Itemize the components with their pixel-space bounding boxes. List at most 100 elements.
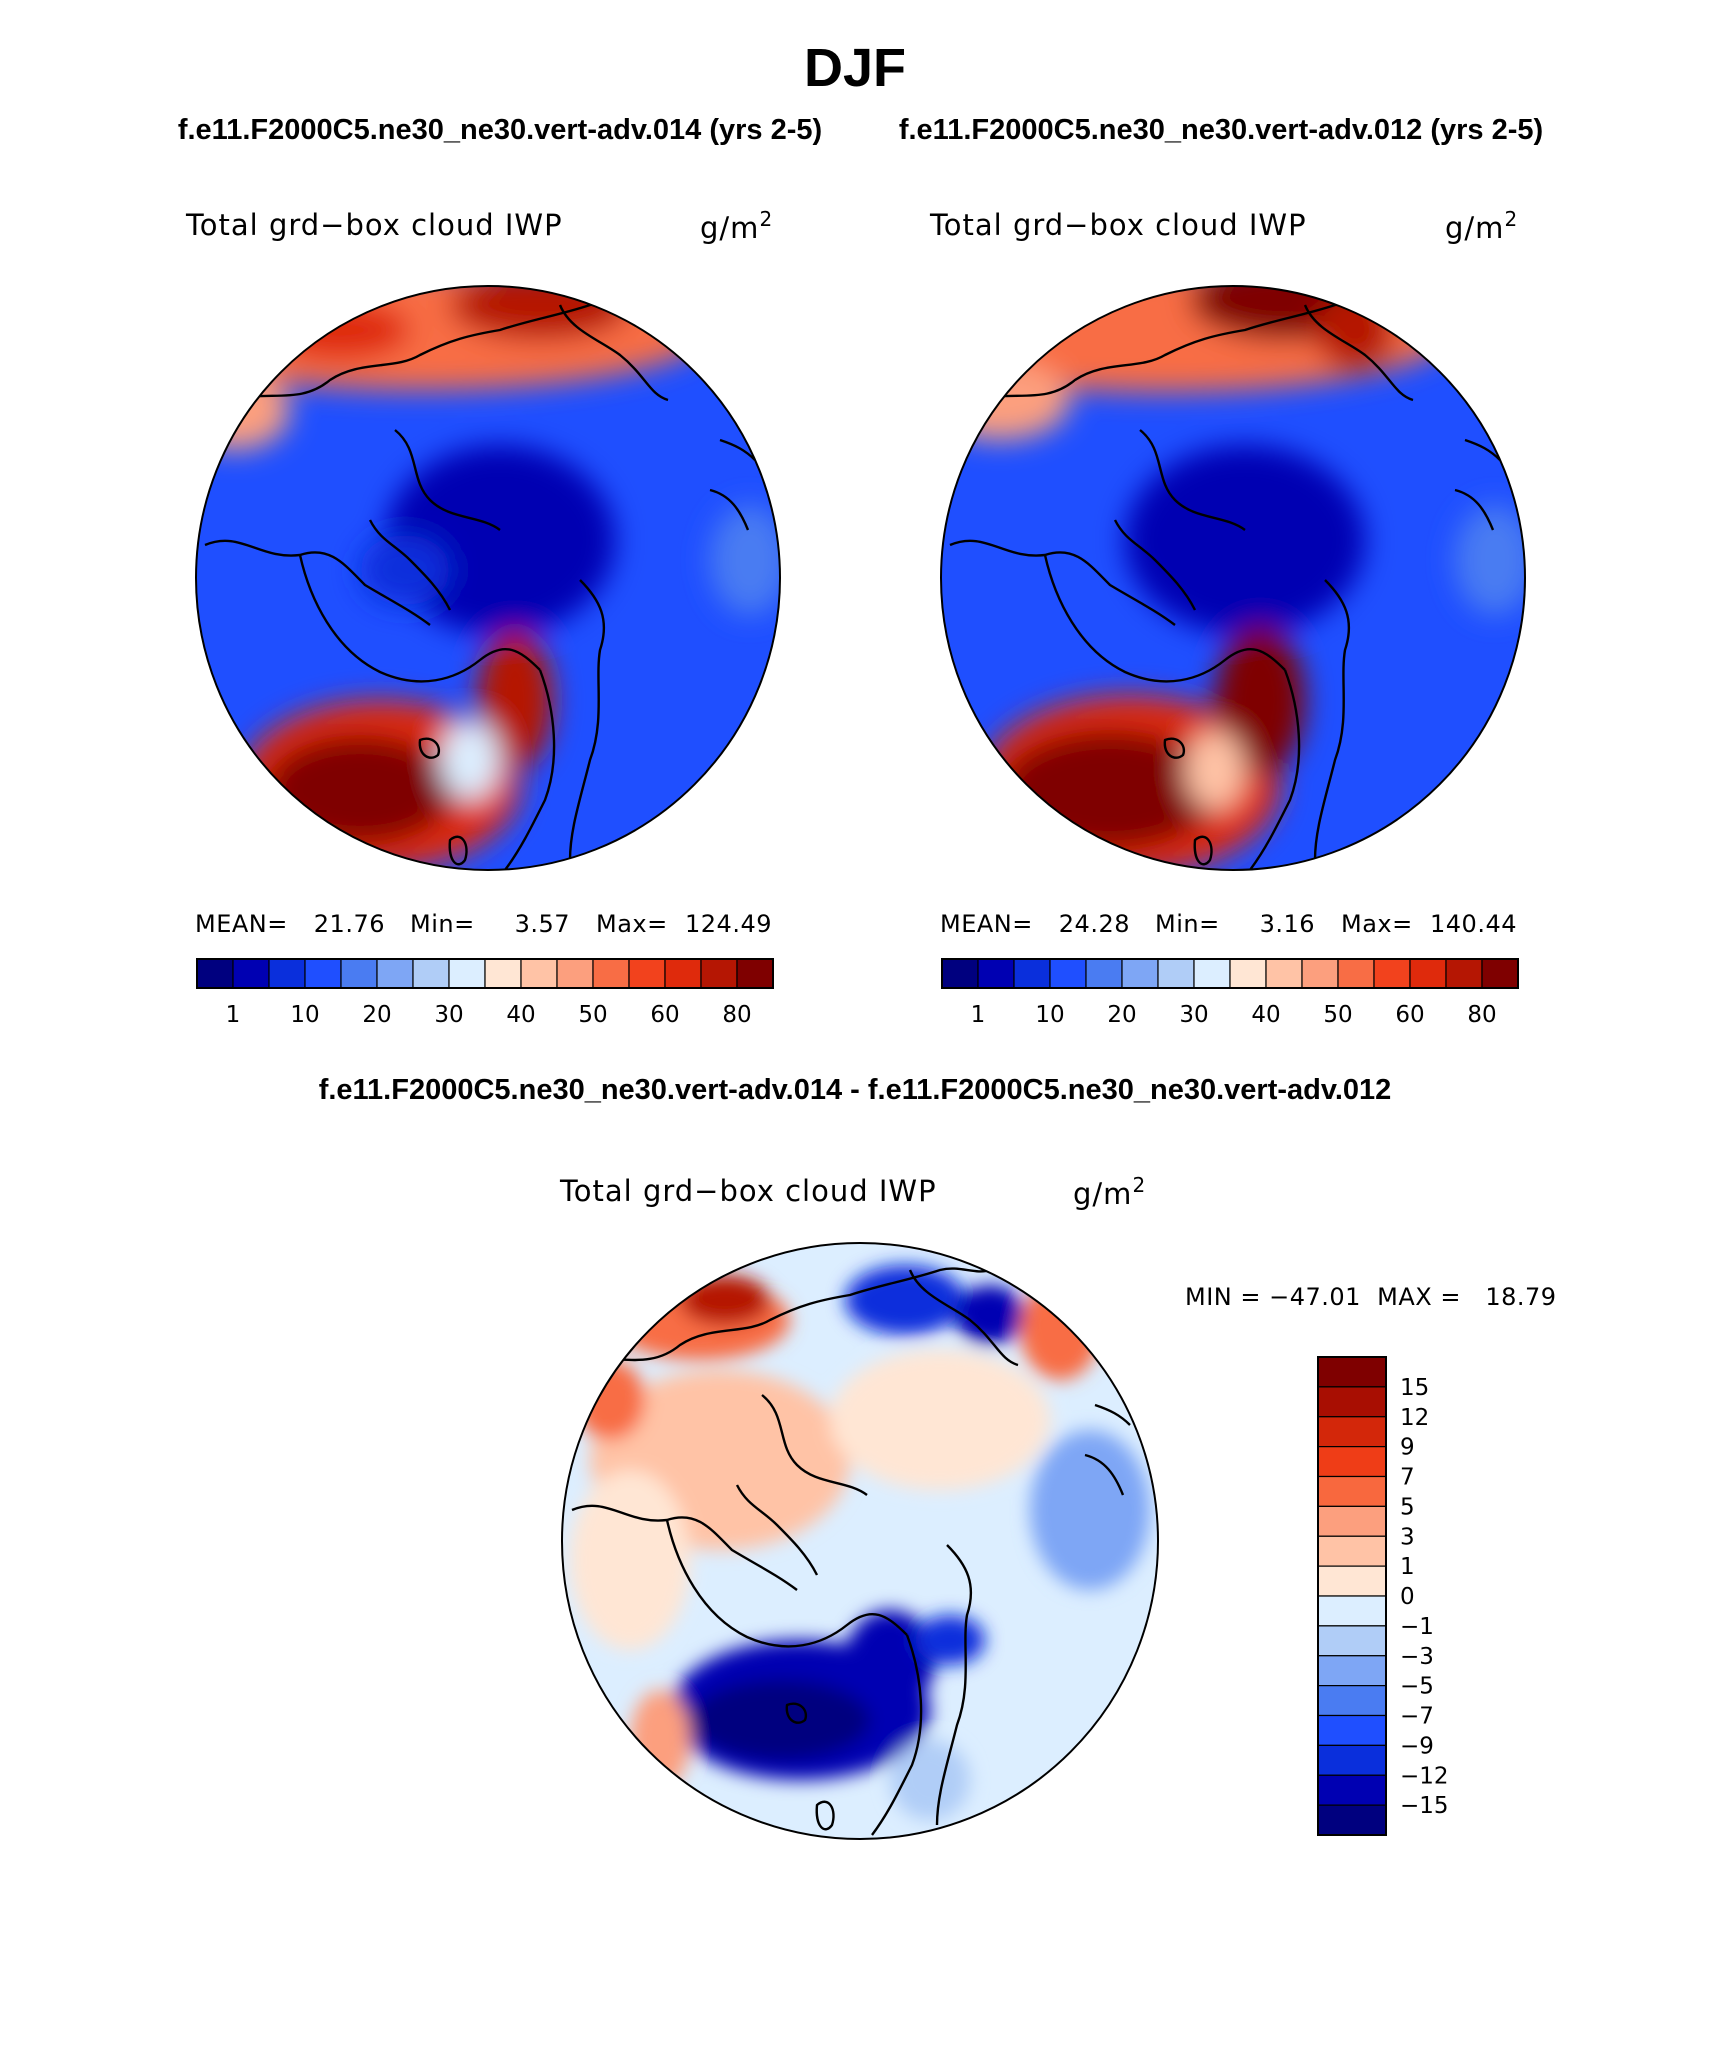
- left-mean-value: 21.76: [314, 910, 385, 938]
- diff-polar-map: [562, 1243, 1158, 1839]
- diff-canada-warm: [830, 1350, 1050, 1490]
- right-colorbar-box: [1049, 958, 1087, 989]
- diff-colorbar-box: [1317, 1595, 1387, 1627]
- right-panel: Total grd−box cloud IWP g/m2: [929, 207, 1526, 1028]
- left-transition: [440, 720, 500, 800]
- diff-map-boundary: [561, 1242, 1159, 1840]
- right-colorbar-frame: [941, 958, 1519, 989]
- diff-east-warm: [1020, 1280, 1100, 1380]
- right-stats-line: MEAN= 24.28 Min= 3.16 Max= 140.44: [940, 910, 1517, 938]
- right-colorbar-tick-label: 10: [1035, 1002, 1064, 1028]
- right-west-pacific: [941, 360, 1070, 440]
- diff-colorbar-tick-label: 7: [1400, 1465, 1415, 1491]
- diff-colorbar-tick-label: −1: [1400, 1614, 1434, 1640]
- right-colorbar-box: [1193, 958, 1231, 989]
- difference-title: f.e11.F2000C5.ne30_ne30.vert-adv.014 - f…: [319, 1074, 1392, 1106]
- left-colorbar-box: [520, 958, 558, 989]
- diff-colorbar-box: [1317, 1655, 1387, 1687]
- diff-colorbar-box: [1317, 1714, 1387, 1746]
- diff-bering-cold: [845, 1265, 965, 1335]
- left-colorbar-box: [304, 958, 342, 989]
- right-colorbar-tick-label: 30: [1179, 1002, 1208, 1028]
- diff-europe-neutral: [890, 1740, 970, 1820]
- top-right-case-title: f.e11.F2000C5.ne30_ne30.vert-adv.012 (yr…: [899, 114, 1543, 146]
- diff-colorbar-box: [1317, 1535, 1387, 1567]
- left-pacific-band: [196, 286, 710, 390]
- right-colorbar-box: [1229, 958, 1267, 989]
- right-variable-label: Total grd−box cloud IWP: [929, 208, 1307, 242]
- diff-siberia-neutral: [570, 1470, 690, 1650]
- left-colorbar-box: [484, 958, 522, 989]
- right-colorbar-box: [1445, 958, 1483, 989]
- diff-colorbar-tick-label: 0: [1400, 1584, 1415, 1610]
- right-mean-value: 24.28: [1059, 910, 1130, 938]
- diff-colorbar-tick-label: −12: [1400, 1763, 1449, 1789]
- diff-units-label: g/m2: [1073, 1173, 1146, 1211]
- right-colorbar-box: [1157, 958, 1195, 989]
- left-west-pacific: [196, 370, 290, 450]
- left-colorbar-tick-label: 50: [578, 1002, 607, 1028]
- diff-colorbar-box: [1317, 1505, 1387, 1537]
- diff-colorbar-tick-label: 3: [1400, 1524, 1415, 1550]
- left-stats-line: MEAN= 21.76 Min= 3.57 Max= 124.49: [195, 910, 772, 938]
- diff-colorbar-box: [1317, 1744, 1387, 1776]
- diff-panel: Total grd−box cloud IWP g/m2: [559, 1173, 1557, 1840]
- left-colorbar-tick-label: 80: [722, 1002, 751, 1028]
- left-mean-label: MEAN=: [195, 910, 288, 938]
- left-colorbar-box: [628, 958, 666, 989]
- right-units-label: g/m2: [1445, 207, 1518, 245]
- right-map-boundary: [940, 285, 1526, 871]
- diff-alaska-cold: [955, 1285, 1025, 1345]
- right-colorbar-box: [977, 958, 1015, 989]
- right-colorbar-box: [1409, 958, 1447, 989]
- right-norwegian-sea: [1215, 625, 1305, 775]
- right-colorbar-box: [941, 958, 979, 989]
- diff-colorbar-tick-label: 1: [1400, 1554, 1415, 1580]
- diff-colorbar-tick-label: −7: [1400, 1704, 1434, 1730]
- right-colorbar-tick-label: 50: [1323, 1002, 1352, 1028]
- right-mean-label: MEAN=: [940, 910, 1033, 938]
- diff-colorbar-box: [1317, 1565, 1387, 1597]
- diff-colorbar-box: [1317, 1625, 1387, 1657]
- figure-title: DJF: [804, 38, 906, 98]
- diff-colorbar-tick-label: 12: [1400, 1405, 1429, 1431]
- right-colorbar-box: [1265, 958, 1303, 989]
- right-min-label: Min=: [1155, 910, 1220, 938]
- right-siberia-light: [1455, 505, 1525, 615]
- diff-colorbar: 15 12 9 7 5 3 1 0 −1 −3 −5 −7 −9 −12 −15: [1317, 1356, 1449, 1836]
- diff-variable-label: Total grd−box cloud IWP: [559, 1174, 937, 1208]
- left-colorbar-tick-label: 20: [362, 1002, 391, 1028]
- diff-west-pacific-warm: [575, 1360, 645, 1440]
- left-colorbar-tick-label: 30: [434, 1002, 463, 1028]
- left-pacific-core: [450, 286, 630, 340]
- left-colorbar-box: [340, 958, 378, 989]
- left-max-label: Max=: [596, 910, 668, 938]
- diff-colorbar-box: [1317, 1416, 1387, 1448]
- left-units-label: g/m2: [700, 207, 773, 245]
- diff-norway-cold: [845, 1610, 935, 1710]
- right-colorbar-tick-label: 20: [1107, 1002, 1136, 1028]
- right-colorbar-box: [1085, 958, 1123, 989]
- right-min-value: 3.16: [1260, 910, 1315, 938]
- right-colorbar-tick-label: 80: [1467, 1002, 1496, 1028]
- left-colorbar-box: [268, 958, 306, 989]
- left-pacific-core-2: [270, 300, 410, 360]
- diff-colorbar-tick-label: 5: [1400, 1494, 1415, 1520]
- diff-colorbar-tick-label: −9: [1400, 1733, 1434, 1759]
- diff-coastlines: [571, 1267, 1131, 1836]
- right-arctic-minimum: [1125, 445, 1365, 635]
- diff-min-max-label: MIN = −47.01 MAX = 18.79: [1185, 1283, 1557, 1311]
- right-transition: [1185, 730, 1245, 810]
- left-colorbar-box: [196, 958, 234, 989]
- right-colorbar-box: [1013, 958, 1051, 989]
- left-colorbar-frame: [196, 958, 774, 989]
- diff-colorbar-tick-label: −5: [1400, 1674, 1434, 1700]
- top-left-case-title: f.e11.F2000C5.ne30_ne30.vert-adv.014 (yr…: [178, 114, 822, 146]
- right-coastlines: [949, 302, 1501, 870]
- left-max-value: 124.49: [685, 910, 772, 938]
- diff-colorbar-tick-label: 15: [1400, 1375, 1429, 1401]
- diff-colorbar-box: [1317, 1356, 1387, 1388]
- right-max-value: 140.44: [1430, 910, 1517, 938]
- right-colorbar-tick-label: 1: [971, 1002, 986, 1028]
- left-min-label: Min=: [410, 910, 475, 938]
